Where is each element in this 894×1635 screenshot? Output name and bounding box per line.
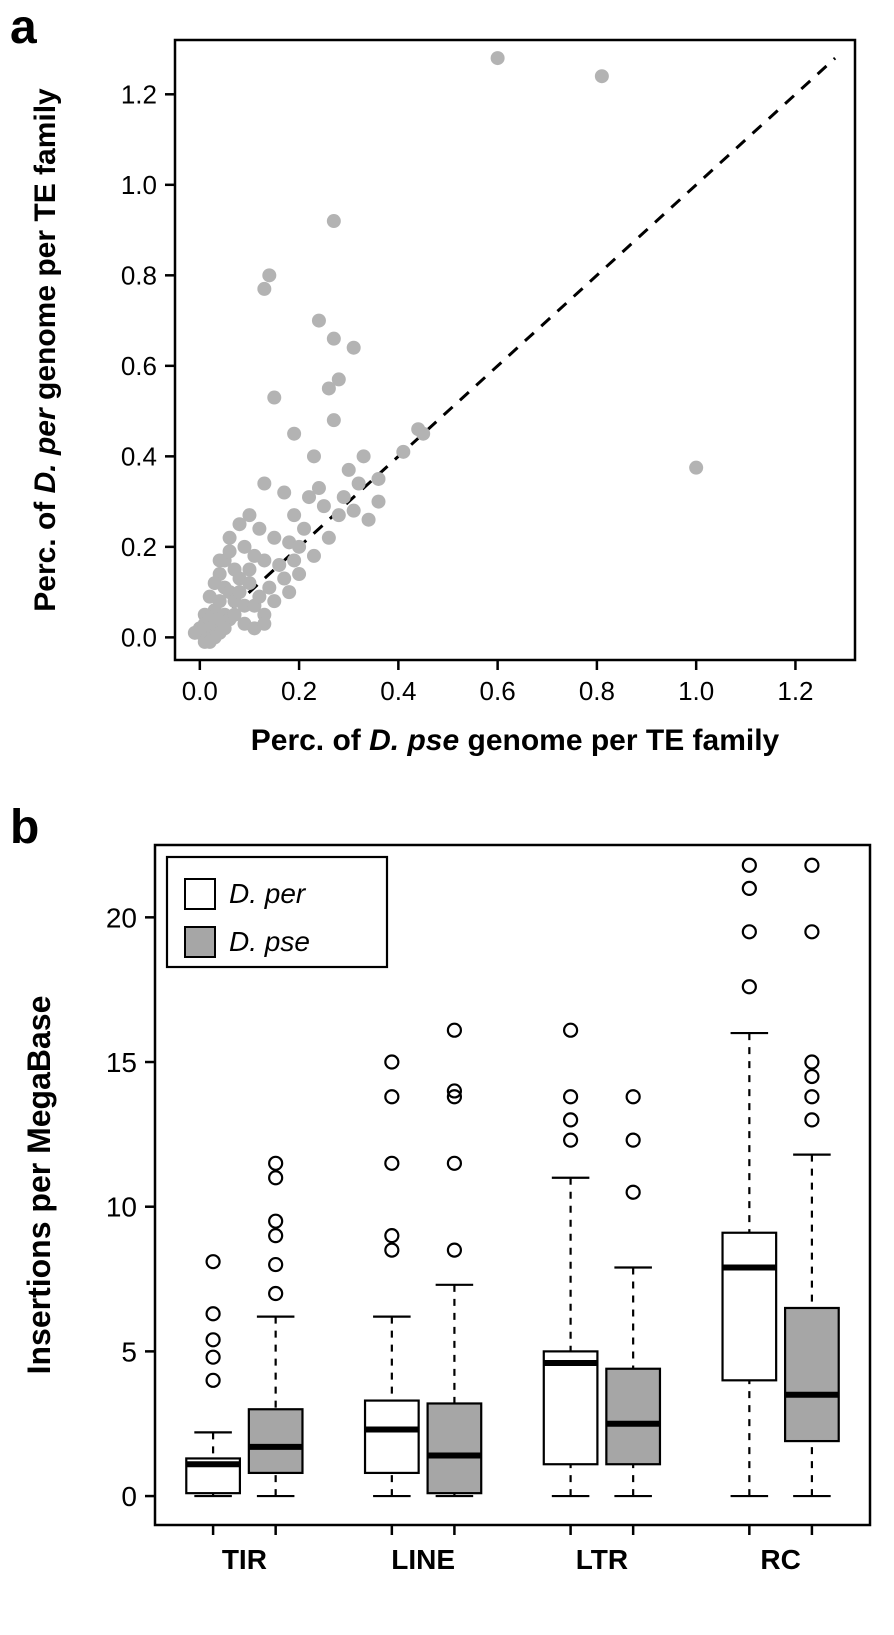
svg-text:0.8: 0.8 [579, 676, 615, 706]
svg-text:Insertions per MegaBase: Insertions per MegaBase [21, 996, 57, 1375]
svg-text:15: 15 [106, 1047, 137, 1078]
svg-text:LTR: LTR [576, 1544, 628, 1575]
svg-text:1.0: 1.0 [121, 170, 157, 200]
svg-text:1.2: 1.2 [777, 676, 813, 706]
scatter-plot: 0.0 0.2 0.4 0.6 0.8 1.0 1.2 0.0 0.2 0.4 0.6 0.8 1.0 1… [0, 10, 894, 810]
svg-text:0.0: 0.0 [182, 676, 218, 706]
svg-text:LINE: LINE [391, 1544, 455, 1575]
svg-text:0.6: 0.6 [121, 351, 157, 381]
svg-text:0: 0 [121, 1481, 137, 1512]
svg-text:0.6: 0.6 [480, 676, 516, 706]
svg-text:20: 20 [106, 902, 137, 933]
svg-text:RC: RC [760, 1544, 800, 1575]
figure-root: a 0.00.20.40.60.81.01.20.00.20.40.60.81.… [0, 0, 894, 1632]
svg-text:Perc. of D. per genome per TE: Perc. of D. per genome per TE family [29, 88, 62, 612]
svg-text:5: 5 [121, 1336, 137, 1367]
box-plot: 0 5 10 15 20 TIR LINE LTR RC Insertions per MegaB… [0, 815, 894, 1635]
svg-text:1.0: 1.0 [678, 676, 714, 706]
svg-text:1.2: 1.2 [121, 79, 157, 109]
svg-text:D. per: D. per [229, 878, 307, 909]
svg-text:0.0: 0.0 [121, 622, 157, 652]
svg-text:0.2: 0.2 [121, 532, 157, 562]
svg-text:0.8: 0.8 [121, 260, 157, 290]
svg-text:Perc. of D. pse genome per TE: Perc. of D. pse genome per TE family [251, 724, 780, 757]
svg-text:0.4: 0.4 [380, 676, 416, 706]
svg-text:10: 10 [106, 1192, 137, 1223]
svg-text:0.2: 0.2 [281, 676, 317, 706]
svg-text:D. pse: D. pse [229, 926, 310, 957]
svg-text:0.4: 0.4 [121, 441, 157, 471]
svg-text:TIR: TIR [222, 1544, 267, 1575]
